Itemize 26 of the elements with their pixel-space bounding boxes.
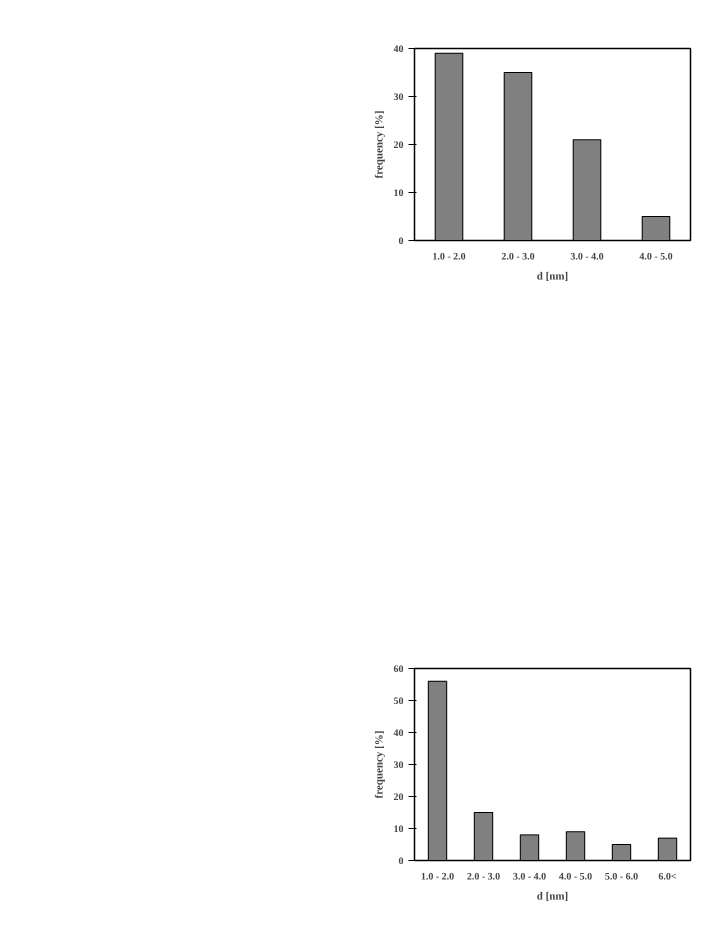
x-tick-label: 5.0 - 6.0 (604, 872, 638, 882)
x-axis-title: d [nm] (536, 270, 568, 282)
y-tick-label: 0 (398, 856, 404, 867)
y-tick-label: 20 (394, 140, 404, 151)
y-axis-title: frequency [%] (374, 110, 386, 178)
y-tick-label: 40 (394, 728, 404, 739)
x-axis-title: d [nm] (536, 890, 568, 902)
y-tick-label: 30 (394, 92, 404, 103)
y-tick-label: 50 (394, 696, 404, 707)
x-tick-label: 1.0 - 2.0 (420, 872, 454, 882)
x-tick-label: 4.0 - 5.0 (639, 252, 673, 262)
y-tick-label: 10 (394, 824, 404, 835)
x-tick-label: 2.0 - 3.0 (466, 872, 500, 882)
y-tick-label: 40 (394, 44, 404, 55)
y-axis-title: frequency [%] (374, 730, 386, 798)
y-tick-label: 10 (394, 188, 404, 199)
y-tick-label: 0 (398, 236, 404, 247)
x-tick-label: 6.0< (658, 872, 677, 882)
x-tick-label: 3.0 - 4.0 (512, 872, 546, 882)
y-tick-label: 20 (394, 792, 404, 803)
x-tick-label: 3.0 - 4.0 (570, 252, 604, 262)
x-tick-label: 1.0 - 2.0 (432, 252, 466, 262)
x-tick-label: 2.0 - 3.0 (501, 252, 535, 262)
y-tick-label: 60 (394, 664, 404, 675)
y-tick-label: 30 (394, 760, 404, 771)
x-tick-label: 4.0 - 5.0 (558, 872, 592, 882)
